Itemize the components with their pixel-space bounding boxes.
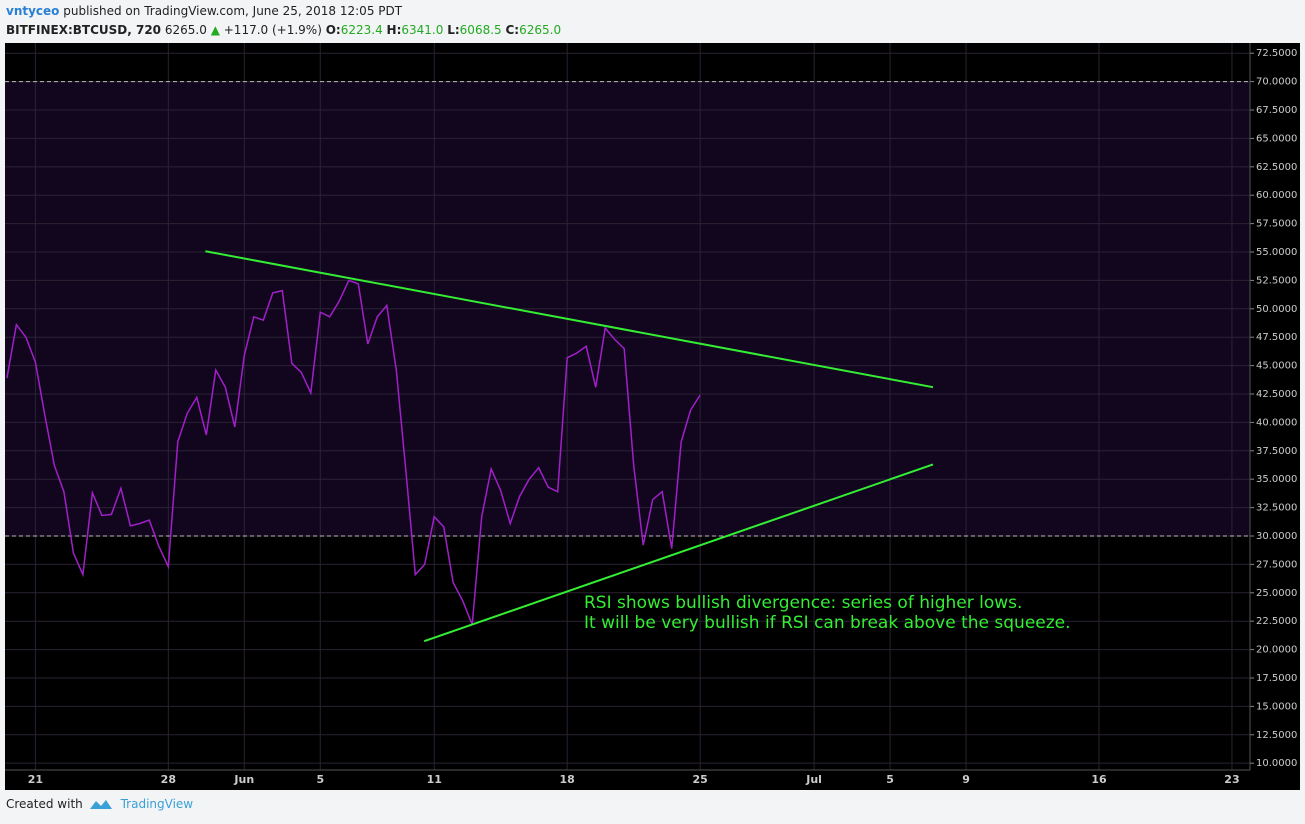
rsi-line: [6, 279, 701, 625]
annotation: RSI shows bullish divergence: series of …: [584, 593, 1022, 613]
ohlc-value: 6223.4: [340, 23, 383, 37]
x-tick-label: 16: [1091, 773, 1107, 786]
footer: Created with TradingView: [6, 797, 193, 811]
x-tick-label: 21: [28, 773, 43, 786]
ohlc-label: O:: [325, 23, 341, 37]
y-tick-label: 65.0000: [1256, 133, 1297, 144]
x-tick-label: 23: [1224, 773, 1239, 786]
x-tick-label: 11: [427, 773, 442, 786]
ohlc-label: C:: [505, 23, 520, 37]
x-tick-label: 18: [560, 773, 575, 786]
x-tick-label: 5: [886, 773, 894, 786]
x-tick-label: Jun: [233, 773, 254, 786]
arrow: ▲: [210, 23, 220, 37]
y-tick-label: 30.0000: [1256, 531, 1297, 542]
x-tick-label: 9: [962, 773, 970, 786]
change: +117.0 (+1.9%): [223, 23, 322, 37]
y-tick-label: 10.0000: [1256, 758, 1297, 769]
trendline: [423, 463, 934, 643]
y-tick-label: 12.5000: [1256, 730, 1297, 741]
header-line-1: vntyceo published on TradingView.com, Ju…: [6, 2, 561, 21]
x-tick-label: 28: [161, 773, 176, 786]
ohlc-label: H:: [386, 23, 402, 37]
y-tick-label: 35.0000: [1256, 474, 1297, 485]
y-tick-label: 22.5000: [1256, 616, 1297, 627]
y-tick-label: 62.5000: [1256, 162, 1297, 173]
author[interactable]: vntyceo: [6, 4, 60, 18]
y-tick-label: 57.5000: [1256, 219, 1297, 230]
y-tick-label: 25.0000: [1256, 588, 1297, 599]
header-line-2: BITFINEX:BTCUSD, 720 6265.0 ▲ +117.0 (+1…: [6, 21, 561, 40]
brand-shape: [90, 800, 112, 809]
header: vntyceo published on TradingView.com, Ju…: [6, 2, 561, 40]
x-tick-label: Jul: [805, 773, 822, 786]
y-tick-label: 17.5000: [1256, 673, 1297, 684]
y-tick-label: 15.0000: [1256, 701, 1297, 712]
y-tick-label: 47.5000: [1256, 332, 1297, 343]
y-tick-label: 60.0000: [1256, 190, 1297, 201]
y-tick-label: 45.0000: [1256, 361, 1297, 372]
y-tick-label: 27.5000: [1256, 559, 1297, 570]
published: published on TradingView.com, June 25, 2…: [63, 4, 403, 18]
ohlc-label: L:: [447, 23, 460, 37]
y-tick-label: 40.0000: [1256, 417, 1297, 428]
ohlc-value: 6068.5: [459, 23, 502, 37]
trendline: [205, 250, 934, 389]
y-tick-label: 72.5000: [1256, 48, 1297, 59]
x-tick-label: 25: [692, 773, 707, 786]
created: Created with: [6, 797, 83, 811]
annotation: It will be very bullish if RSI can break…: [584, 613, 1071, 633]
brand[interactable]: TradingView: [120, 797, 194, 811]
last: 6265.0: [164, 23, 207, 37]
y-tick-label: 32.5000: [1256, 503, 1297, 514]
brand-icon: [90, 800, 112, 809]
ohlc-value: 6265.0: [519, 23, 562, 37]
y-tick-label: 70.0000: [1256, 77, 1297, 88]
y-tick-label: 42.5000: [1256, 389, 1297, 400]
y-tick-label: 37.5000: [1256, 446, 1297, 457]
symbol: BITFINEX:BTCUSD, 720: [6, 23, 162, 37]
y-tick-label: 50.0000: [1256, 304, 1297, 315]
chart: 10.0000 12.5000 15.0000 17.5000 20.0000 22.50…: [5, 43, 1300, 790]
ohlc-value: 6341.0: [401, 23, 444, 37]
y-tick-label: 52.5000: [1256, 275, 1297, 286]
y-tick-label: 67.5000: [1256, 105, 1297, 116]
x-tick-label: 5: [316, 773, 324, 786]
y-tick-label: 20.0000: [1256, 645, 1297, 656]
y-tick-label: 55.0000: [1256, 247, 1297, 258]
